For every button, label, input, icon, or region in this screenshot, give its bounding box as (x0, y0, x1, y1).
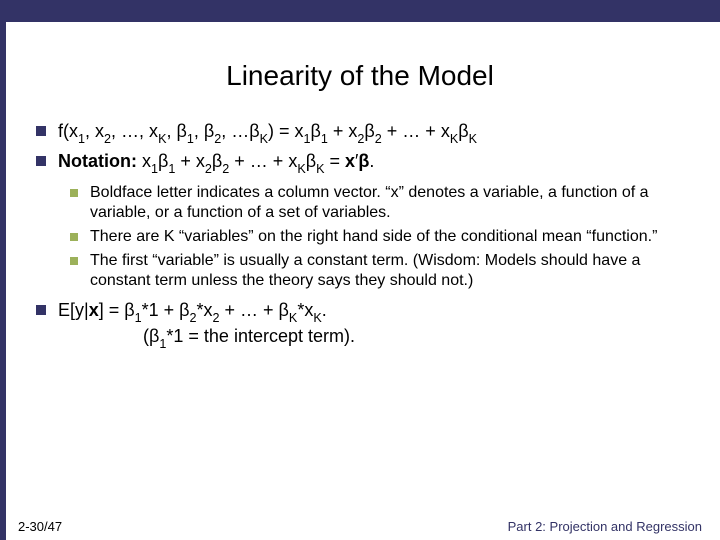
footer-left: 2-30/47 (18, 519, 62, 534)
bullet-text: E[y|x] = β1*1 + β2*x2 + … + βK*xK. (β1*1… (58, 300, 355, 346)
bullet-item: f(x1, x2, …, xK, β1, β2, …βK) = x1β1 + x… (58, 120, 690, 146)
bullet-text: f(x1, x2, …, xK, β1, β2, …βK) = x1β1 + x… (58, 121, 477, 141)
sub-list: Boldface letter indicates a column vecto… (58, 183, 690, 291)
bullet-item: E[y|x] = β1*1 + β2*x2 + … + βK*xK. (β1*1… (58, 299, 690, 352)
bullet-text: Notation: x1β1 + x2β2 + … + xKβK = x′β. (58, 151, 374, 171)
bullet-list: f(x1, x2, …, xK, β1, β2, …βK) = x1β1 + x… (30, 120, 690, 351)
sub-item: The first “variable” is usually a consta… (90, 251, 690, 291)
slide-title: Linearity of the Model (30, 60, 690, 92)
footer: 2-30/47 Part 2: Projection and Regressio… (0, 519, 720, 534)
bullet-item: Notation: x1β1 + x2β2 + … + xKβK = x′β. … (58, 150, 690, 290)
sub-item: Boldface letter indicates a column vecto… (90, 183, 690, 223)
footer-right: Part 2: Projection and Regression (508, 519, 702, 534)
slide-content: Linearity of the Model f(x1, x2, …, xK, … (0, 22, 720, 351)
side-strip (0, 22, 6, 540)
header-bar (0, 0, 720, 22)
sub-item: There are K “variables” on the right han… (90, 227, 690, 247)
